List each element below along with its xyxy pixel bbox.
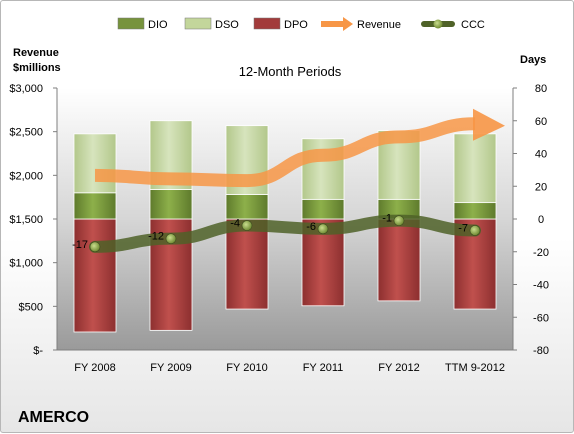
legend-label-dso: DSO — [215, 19, 239, 31]
left-axis-label-line2: $millions — [13, 62, 61, 74]
category-label: TTM 9-2012 — [445, 362, 505, 374]
left-axis-label-line1: Revenue — [13, 47, 59, 59]
ccc-line-group: -17 -12 -4 -6 -1 -7 — [72, 213, 481, 253]
ccc-data-label: -6 — [306, 221, 316, 233]
ccc-point — [89, 241, 101, 253]
ccc-point — [393, 215, 405, 226]
revenue-line — [94, 117, 476, 188]
ccc-data-label: -1 — [382, 213, 392, 225]
dso-bar — [453, 133, 497, 204]
left-tick-label: $1,500 — [9, 214, 43, 226]
left-tick-label: $- — [33, 345, 43, 357]
legend-swatch-dpo — [253, 17, 281, 30]
ccc-line — [89, 214, 481, 253]
company-label: AMERCO — [18, 409, 89, 426]
right-tick-label: -40 — [533, 280, 549, 292]
chart-title: 12-Month Periods — [239, 64, 342, 79]
dio-bar — [225, 194, 269, 220]
dio-bar — [149, 189, 193, 220]
legend-swatch-dio — [117, 17, 145, 30]
dpo-bar — [73, 218, 117, 333]
right-tick-label: -80 — [533, 345, 549, 357]
ccc-point — [317, 223, 329, 235]
legend-swatch-revenue-head — [343, 17, 353, 31]
ccc-data-label: -7 — [458, 222, 468, 234]
ccc-data-label: -12 — [148, 231, 164, 243]
legend-swatch-dso — [184, 17, 212, 30]
right-tick-label: 40 — [535, 149, 547, 161]
legend-label-dpo: DPO — [284, 19, 308, 31]
right-tick-label: 60 — [535, 116, 547, 128]
right-tick-label: 0 — [538, 214, 544, 226]
left-tick-label: $2,500 — [9, 127, 43, 139]
revenue-arrowhead — [473, 108, 505, 141]
right-tick-label: -20 — [533, 247, 549, 259]
left-tick-label: $1,000 — [9, 258, 43, 270]
right-tick-label: -60 — [533, 312, 549, 324]
dio-bar — [453, 202, 497, 220]
category-label: FY 2008 — [74, 362, 115, 374]
legend-label-revenue: Revenue — [357, 19, 401, 31]
ccc-data-label: -4 — [230, 218, 240, 230]
dpo-bar — [225, 218, 269, 310]
category-label: FY 2012 — [378, 362, 419, 374]
axes-group: $- $500 $1,000 $1,500 $2,000 $2,500 $3,000 -80 -… — [9, 83, 549, 374]
category-label: FY 2011 — [303, 362, 344, 374]
legend-label-dio: DIO — [148, 19, 168, 31]
legend-label-ccc: CCC — [461, 19, 485, 31]
ccc-point — [241, 220, 253, 231]
right-tick-label: 80 — [535, 83, 547, 95]
left-tick-label: $3,000 — [9, 83, 43, 95]
dio-bar — [73, 192, 117, 220]
ccc-point — [469, 225, 481, 236]
left-tick-label: $2,000 — [9, 170, 43, 182]
dpo-bar — [377, 218, 421, 302]
left-tick-label: $500 — [19, 301, 43, 313]
right-axis-label: Days — [520, 54, 546, 66]
category-label: FY 2009 — [150, 362, 191, 374]
legend: DIO DSO DPO Revenue CCC — [117, 17, 485, 31]
legend-swatch-revenue — [321, 21, 345, 27]
revenue-arrow-group — [94, 108, 505, 188]
legend-swatch-ccc-dot — [433, 19, 443, 29]
category-label: FY 2010 — [226, 362, 267, 374]
ccc-data-label: -17 — [72, 239, 88, 251]
ccc-point — [165, 233, 177, 244]
dio-bar — [301, 198, 345, 220]
right-tick-label: 20 — [535, 181, 547, 193]
dso-bar — [73, 133, 117, 194]
